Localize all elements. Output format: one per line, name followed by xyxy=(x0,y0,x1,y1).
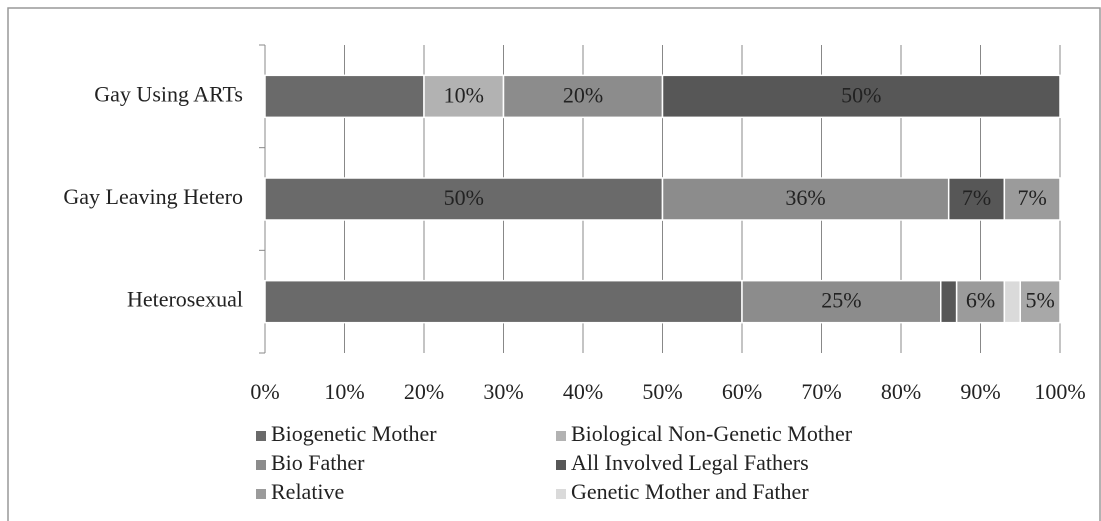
data-label: 36% xyxy=(785,185,825,210)
x-tick-label: 60% xyxy=(722,379,762,404)
bar-segment xyxy=(741,279,942,324)
x-tick-label: 70% xyxy=(801,379,841,404)
data-label: 20% xyxy=(563,82,603,107)
x-tick-label: 80% xyxy=(881,379,921,404)
data-label: 6% xyxy=(966,288,995,313)
y-tick-label: Gay Leaving Hetero xyxy=(63,184,243,209)
legend-label: Relative xyxy=(271,479,344,504)
bar-segment xyxy=(661,74,1061,119)
legend-swatch xyxy=(556,431,566,441)
bar-segment xyxy=(940,279,958,324)
x-tick-label: 10% xyxy=(324,379,364,404)
legend-label: Biogenetic Mother xyxy=(271,421,437,446)
bar-segment xyxy=(423,74,505,119)
data-label: 7% xyxy=(1018,185,1047,210)
data-label: 5% xyxy=(1025,288,1054,313)
legend-label: Genetic Mother and Father xyxy=(571,479,809,504)
x-tick-label: 90% xyxy=(960,379,1000,404)
data-label: 7% xyxy=(962,185,991,210)
x-tick-label: 20% xyxy=(404,379,444,404)
bar-segment xyxy=(1003,279,1021,324)
bar-segment xyxy=(955,279,1006,324)
data-label: 25% xyxy=(821,288,861,313)
legend-swatch xyxy=(556,489,566,499)
legend-swatch xyxy=(556,460,566,470)
legend-swatch xyxy=(256,460,266,470)
y-tick-label: Gay Using ARTs xyxy=(94,81,243,106)
legend-label: Biological Non-Genetic Mother xyxy=(571,421,853,446)
legend-swatch xyxy=(256,489,266,499)
legend-swatch xyxy=(256,431,266,441)
y-tick-label: Heterosexual xyxy=(127,287,243,312)
bar-segment xyxy=(264,279,743,324)
x-tick-label: 100% xyxy=(1034,379,1085,404)
data-label: 50% xyxy=(444,185,484,210)
legend-label: Bio Father xyxy=(271,450,365,475)
data-label: 10% xyxy=(444,82,484,107)
bar-segment xyxy=(1003,177,1061,221)
bar-segment xyxy=(1019,279,1061,324)
x-tick-label: 0% xyxy=(250,379,279,404)
x-tick-label: 40% xyxy=(563,379,603,404)
bar-segment xyxy=(264,74,425,119)
chart-frame xyxy=(7,7,1101,521)
legend-label: All Involved Legal Fathers xyxy=(571,450,809,475)
x-tick-label: 50% xyxy=(642,379,682,404)
x-tick-label: 30% xyxy=(483,379,523,404)
data-label: 50% xyxy=(841,82,881,107)
